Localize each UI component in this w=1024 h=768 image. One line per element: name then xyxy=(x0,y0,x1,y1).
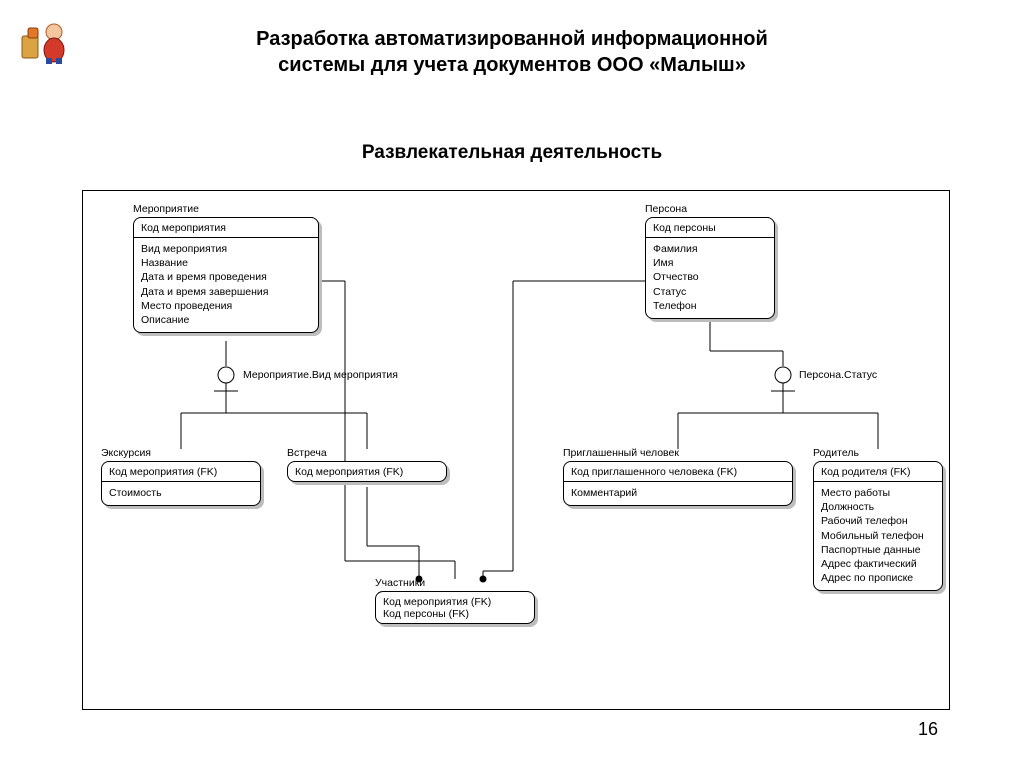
label-persona-status: Персона.Статус xyxy=(799,369,877,381)
pk: Код персоны xyxy=(646,218,774,238)
entity-vstrecha: Код мероприятия (FK) xyxy=(287,461,447,482)
pk: Код мероприятия xyxy=(134,218,318,238)
entity-persona: Код персоны Фамилия Имя Отчество Статус … xyxy=(645,217,775,319)
entity-title-roditel: Родитель xyxy=(813,447,859,459)
pk: Код мероприятия (FK) xyxy=(288,462,446,481)
entity-title-priglashenny: Приглашенный человек xyxy=(563,447,679,459)
title-line2: системы для учета документов ООО «Малыш» xyxy=(278,54,746,76)
page-number: 16 xyxy=(918,719,938,740)
attrs: Комментарий xyxy=(564,482,792,505)
entity-priglashenny: Код приглашенного человека (FK) Коммента… xyxy=(563,461,793,506)
pk: Код приглашенного человека (FK) xyxy=(564,462,792,482)
title-line1: Разработка автоматизированной информацио… xyxy=(256,28,768,50)
er-diagram-canvas: Мероприятие.Вид мероприятия Персона.Стат… xyxy=(82,190,950,710)
attrs: Вид мероприятия Название Дата и время пр… xyxy=(134,238,318,332)
pk: Код родителя (FK) xyxy=(814,462,942,482)
entity-title-meropriyatie: Мероприятие xyxy=(133,203,199,215)
entity-title-ekskursiya: Экскурсия xyxy=(101,447,151,459)
attrs: Стоимость xyxy=(102,482,260,505)
entity-title-persona: Персона xyxy=(645,203,687,215)
attrs: Место работы Должность Рабочий телефон М… xyxy=(814,482,942,590)
entity-ekskursiya: Код мероприятия (FK) Стоимость xyxy=(101,461,261,506)
entity-title-vstrecha: Встреча xyxy=(287,447,327,459)
pk: Код мероприятия (FK) xyxy=(102,462,260,482)
page-subtitle: Развлекательная деятельность xyxy=(0,142,1024,164)
entity-uchastniki: Код мероприятия (FK) Код персоны (FK) xyxy=(375,591,535,624)
entity-roditel: Код родителя (FK) Место работы Должность… xyxy=(813,461,943,591)
entity-title-uchastniki: Участники xyxy=(375,577,425,589)
attrs: Фамилия Имя Отчество Статус Телефон xyxy=(646,238,774,318)
label-meropriyatie-vid: Мероприятие.Вид мероприятия xyxy=(243,369,398,381)
page-title: Разработка автоматизированной информацио… xyxy=(0,26,1024,78)
entity-meropriyatie: Код мероприятия Вид мероприятия Название… xyxy=(133,217,319,333)
pk: Код мероприятия (FK) Код персоны (FK) xyxy=(376,592,534,623)
